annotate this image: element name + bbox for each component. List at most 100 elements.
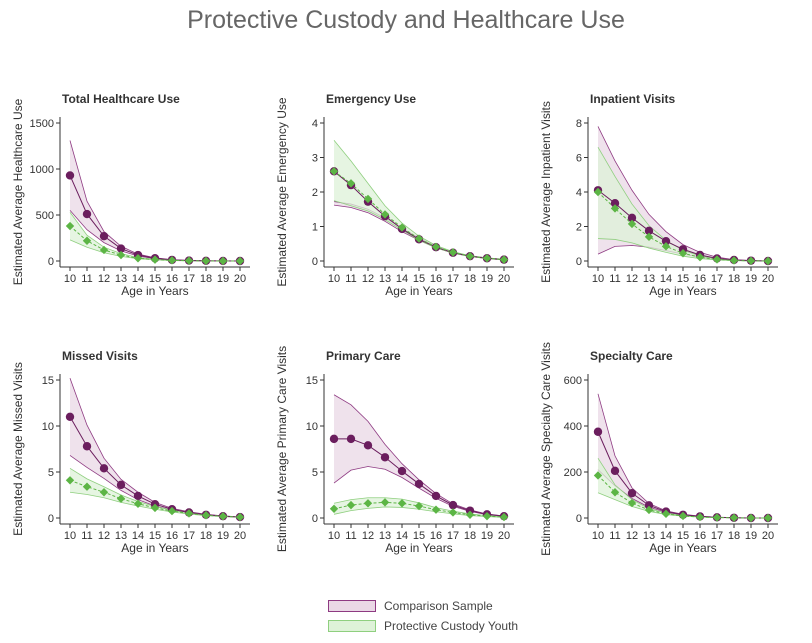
x-tick-label: 13 (115, 530, 127, 542)
point-comparison (397, 466, 407, 476)
point-custody (380, 498, 390, 507)
x-tick-label: 14 (660, 530, 672, 542)
y-tick-label: 15 (42, 375, 54, 387)
y-tick-label: 10 (306, 421, 318, 433)
point-comparison (116, 480, 126, 490)
point-custody (729, 513, 739, 522)
x-tick-label: 15 (413, 273, 425, 285)
x-tick-label: 10 (592, 530, 604, 542)
x-tick-label: 18 (464, 273, 476, 285)
chart-panel-5: Primary Care 0 5 10 15 10 11 12 13 14 15 16 17 18 19 20… (275, 346, 514, 555)
y-tick-label: 0 (576, 256, 582, 268)
point-custody (65, 476, 75, 485)
point-custody (329, 504, 339, 513)
point-custody (235, 256, 245, 266)
point-custody (661, 242, 671, 251)
x-tick-label: 18 (200, 530, 212, 542)
x-tick-label: 20 (762, 273, 774, 285)
point-custody (644, 232, 654, 242)
legend-item-comparison: Comparison Sample (328, 596, 518, 616)
x-tick-label: 13 (643, 273, 655, 285)
y-tick-label: 1500 (30, 118, 54, 130)
y-tick-label: 5 (312, 467, 318, 479)
y-tick-label: 0 (48, 513, 54, 525)
point-comparison (414, 479, 424, 489)
point-custody (116, 250, 126, 260)
point-custody (593, 187, 603, 197)
series-line-custody (69, 479, 241, 518)
point-custody (218, 512, 228, 521)
point-comparison (329, 434, 339, 444)
point-custody (593, 471, 603, 480)
x-tick-label: 14 (396, 530, 408, 542)
x-tick-label: 17 (447, 530, 459, 542)
panel-title: Emergency Use (326, 92, 416, 106)
point-custody (712, 513, 722, 522)
point-comparison (610, 199, 620, 208)
point-custody (363, 194, 373, 204)
point-custody (82, 236, 92, 245)
point-custody (167, 506, 177, 516)
x-tick-label: 15 (149, 530, 161, 542)
point-custody (627, 219, 637, 229)
point-comparison (65, 412, 75, 421)
chart-panel-1: Total Healthcare Use 0 500 1000 1500 10 11 12 13… (11, 92, 250, 298)
point-custody (644, 505, 654, 515)
x-tick-label: 17 (711, 530, 723, 542)
y-tick-label: 10 (42, 421, 54, 433)
ci-band-comparison (70, 378, 240, 518)
x-tick-label: 12 (362, 530, 374, 542)
x-tick-label: 15 (413, 530, 425, 542)
y-axis-label: Estimated Average Missed Visits (11, 362, 25, 536)
legend-item-custody: Protective Custody Youth (328, 616, 518, 636)
x-tick-label: 12 (98, 530, 110, 542)
x-tick-label: 15 (677, 530, 689, 542)
point-custody (431, 505, 441, 514)
ci-lower-comparison (333, 204, 505, 261)
point-custody (712, 255, 722, 264)
point-comparison (65, 171, 75, 180)
x-tick-label: 10 (328, 530, 340, 542)
x-tick-label: 11 (345, 530, 356, 542)
legend: Comparison Sample Protective Custody You… (328, 596, 518, 636)
point-comparison (644, 501, 654, 510)
x-tick-label: 14 (132, 530, 144, 542)
x-tick-label: 20 (234, 273, 246, 285)
x-tick-label: 19 (217, 530, 229, 542)
x-tick-label: 16 (166, 530, 178, 542)
panel-title: Primary Care (326, 349, 401, 363)
point-custody (346, 500, 356, 510)
x-tick-label: 14 (660, 273, 672, 285)
x-tick-label: 13 (379, 273, 391, 285)
point-custody (465, 251, 475, 261)
point-comparison (431, 491, 441, 501)
point-custody (201, 256, 211, 266)
y-tick-label: 1000 (30, 164, 54, 176)
y-tick-label: 400 (564, 421, 582, 433)
x-tick-label: 17 (447, 273, 459, 285)
panel-title: Missed Visits (62, 349, 138, 363)
point-custody (150, 503, 160, 513)
x-tick-label: 19 (745, 273, 757, 285)
chart-panel-4: Missed Visits 0 5 10 15 10 11 12 13 14 15 16 17 18 19 2… (11, 349, 250, 555)
point-custody (218, 256, 228, 266)
x-tick-label: 19 (481, 530, 493, 542)
x-tick-label: 20 (762, 530, 774, 542)
point-custody (133, 254, 143, 263)
y-tick-label: 4 (576, 187, 582, 199)
point-custody (235, 512, 245, 522)
point-custody (380, 210, 390, 219)
chart-panel-3: Inpatient Visits 0 2 4 6 8 10 11 12 13 14 15 16 17 18 1… (539, 92, 778, 298)
point-custody (363, 499, 373, 508)
point-custody (397, 223, 407, 232)
page-title: Protective Custody and Healthcare Use (187, 6, 625, 34)
x-tick-label: 12 (626, 273, 638, 285)
x-tick-label: 17 (183, 530, 195, 542)
point-comparison (82, 442, 92, 451)
x-tick-label: 10 (592, 273, 604, 285)
x-tick-label: 20 (498, 273, 510, 285)
series-line-custody (69, 225, 240, 262)
point-custody (695, 512, 705, 522)
x-tick-label: 11 (609, 273, 620, 285)
